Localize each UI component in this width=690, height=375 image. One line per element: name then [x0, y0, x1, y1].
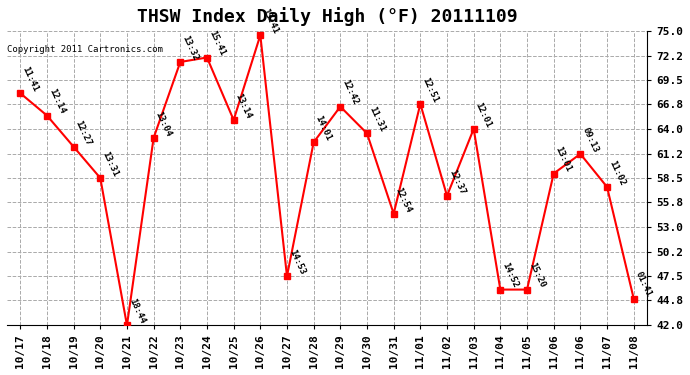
- Text: 11:31: 11:31: [367, 105, 386, 134]
- Text: 15:41: 15:41: [207, 29, 226, 57]
- Text: Copyright 2011 Cartronics.com: Copyright 2011 Cartronics.com: [7, 45, 163, 54]
- Text: 18:44: 18:44: [127, 297, 146, 325]
- Text: 12:01: 12:01: [473, 101, 493, 129]
- Text: 12:51: 12:51: [420, 76, 440, 104]
- Text: 13:41: 13:41: [260, 7, 280, 35]
- Text: 13:01: 13:01: [553, 146, 573, 174]
- Text: 14:52: 14:52: [500, 261, 520, 290]
- Text: 12:14: 12:14: [47, 87, 66, 116]
- Title: THSW Index Daily High (°F) 20111109: THSW Index Daily High (°F) 20111109: [137, 8, 518, 26]
- Text: 11:02: 11:02: [607, 159, 627, 187]
- Text: 12:54: 12:54: [394, 186, 413, 214]
- Text: 13:14: 13:14: [234, 92, 253, 120]
- Text: 13:04: 13:04: [154, 110, 173, 138]
- Text: 01:41: 01:41: [633, 270, 653, 298]
- Text: 13:32: 13:32: [180, 34, 200, 62]
- Text: 12:27: 12:27: [74, 118, 93, 147]
- Text: 14:53: 14:53: [287, 248, 306, 276]
- Text: 14:01: 14:01: [314, 114, 333, 142]
- Text: 12:37: 12:37: [447, 168, 466, 196]
- Text: 15:20: 15:20: [527, 261, 546, 290]
- Text: 09:13: 09:13: [580, 126, 600, 154]
- Text: 13:31: 13:31: [100, 150, 120, 178]
- Text: 11:41: 11:41: [20, 65, 40, 93]
- Text: 12:42: 12:42: [340, 78, 360, 106]
